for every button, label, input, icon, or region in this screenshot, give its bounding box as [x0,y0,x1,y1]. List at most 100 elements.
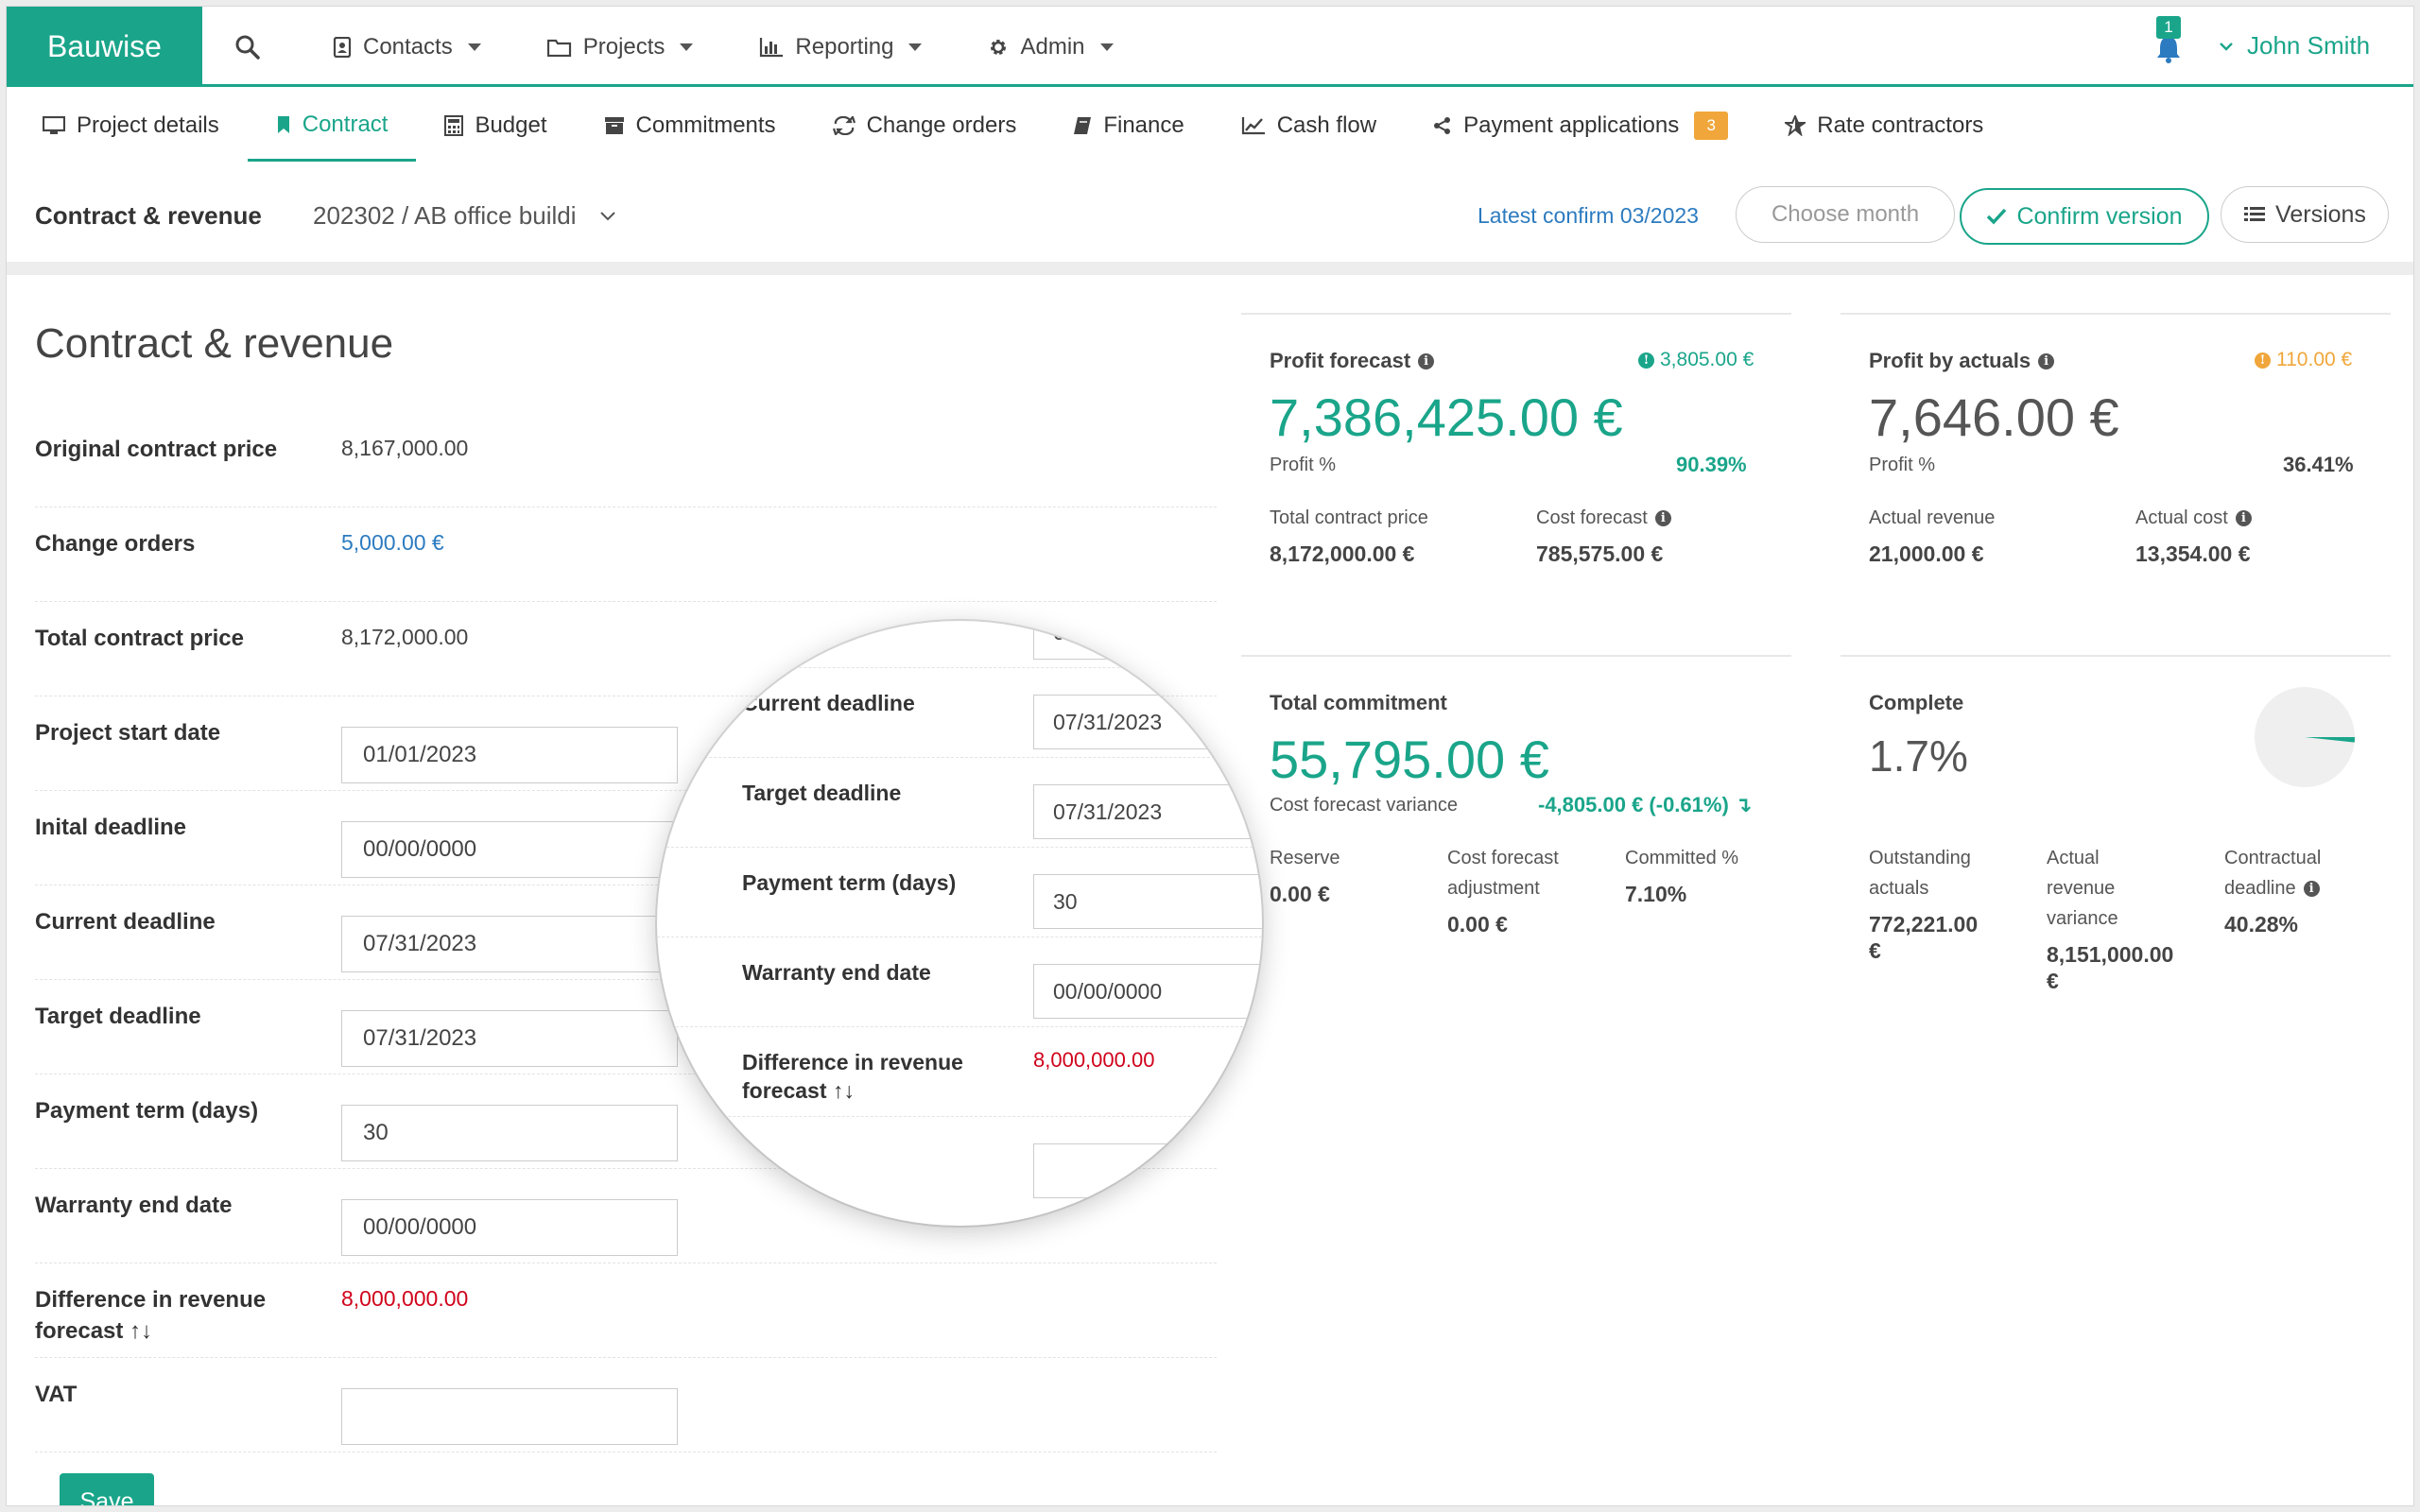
menu-contacts[interactable]: Contacts [333,34,481,60]
profit-pct-label: Profit % [1869,455,1936,475]
app-window: Bauwise Contacts Projects Reporting [6,6,2414,1506]
list-icon [2244,207,2266,221]
profit-forecast-card: Profit forecast i ! 3,805.00 € 7,386,425… [1241,313,1791,662]
latest-confirm-link[interactable]: Latest confirm 03/2023 [1478,203,1699,228]
field-label: Target deadline [35,1004,201,1029]
mag-vat-input[interactable] [1033,1143,1262,1198]
actual-revenue-variance-amount-2: € [2047,969,2059,993]
mag-field-label: Current deadline [742,691,915,715]
contractual-deadline-label-2: deadline i [2224,878,2320,900]
tab-label: Change orders [866,112,1017,138]
contract-toolbar: Contract & revenue 202302 / AB office bu… [7,163,2413,275]
menu-projects-label: Projects [582,33,666,60]
versions-button[interactable]: Versions [2221,186,2389,243]
tab-label: Finance [1103,112,1184,138]
cost-forecast-variance-label: Cost forecast variance [1270,795,1458,816]
tab-commitments[interactable]: Commitments [576,90,804,162]
info-icon[interactable]: i [2235,510,2252,526]
share-icon [1434,117,1451,134]
menu-reporting[interactable]: Reporting [759,34,923,60]
info-icon[interactable]: i [1654,510,1671,526]
field-label: Project start date [35,720,221,746]
tab-change-orders[interactable]: Change orders [804,90,1046,162]
field-label: VAT [35,1382,78,1407]
mag-target-deadline-input[interactable]: 07/31/2023 [1033,784,1262,839]
vat-input[interactable] [341,1388,678,1445]
form-row-warranty-end-date: Warranty end date 00/00/0000 [35,1169,1217,1263]
calculator-icon [444,115,464,136]
form-row-change-orders: Change orders 5,000.00 € [35,507,1217,602]
chevron-down-icon [467,43,481,51]
archive-icon [604,117,624,134]
field-label: Total contract price [35,626,244,651]
profit-actuals-card: Profit by actuals i ! 110.00 € 7,646.00 … [1841,313,2391,662]
info-icon[interactable]: i [1418,352,1435,369]
mag-row-target-deadline: Target deadline 07/31/2023 [657,758,1262,848]
magnifier-overlay: adline 00/00 Current deadline 07/31/2023… [657,621,1262,1226]
actual-revenue-variance-label-3: variance [2047,908,2118,929]
form-row-original-contract-price: Original contract price 8,167,000.00 [35,413,1217,507]
checkmark-icon [1987,208,2007,225]
search-icon[interactable] [233,33,262,61]
main-menu: Contacts Projects Reporting Admin [333,7,1114,87]
warranty-end-date-input[interactable]: 00/00/0000 [341,1199,678,1256]
cost-forecast-label: Cost forecast i [1536,507,1671,529]
tab-payment-applications[interactable]: Payment applications 3 [1405,90,1756,162]
committed-pct-label: Committed % [1625,848,1739,868]
actual-cost-amount: 13,354.00 € [2135,541,2251,566]
form-row-project-start-date: Project start date 01/01/2023 [35,696,1217,791]
mag-warranty-end-date-input[interactable]: 00/00/0000 [1033,964,1262,1019]
original-contract-price-value: 8,167,000.00 [341,436,469,460]
profit-forecast-chip: ! 3,805.00 € [1638,349,1754,371]
info-icon[interactable]: i [2303,881,2320,897]
total-commitment-title: Total commitment [1270,691,1447,714]
complete-title: Complete [1869,691,1964,714]
menu-admin[interactable]: Admin [988,34,1114,60]
cost-forecast-label-text: Cost forecast [1536,507,1648,528]
mag-partial-input[interactable]: 00/00 [1033,621,1262,660]
target-deadline-input[interactable]: 07/31/2023 [341,1010,678,1067]
tab-project-details[interactable]: Project details [33,90,248,162]
contractual-deadline-label-text: deadline [2224,878,2296,899]
actual-revenue-variance-label-2: revenue [2047,878,2116,899]
project-selector[interactable]: 202302 / AB office buildi [313,201,616,231]
reserve-amount: 0.00 € [1270,882,1330,906]
chevron-down-icon [1099,43,1114,51]
total-commitment-amount: 55,795.00 € [1270,730,1549,789]
mag-row-vat [657,1117,1262,1207]
info-icon[interactable]: i [2038,352,2055,369]
actual-revenue-amount: 21,000.00 € [1869,541,1984,566]
change-orders-link[interactable]: 5,000.00 € [341,530,444,555]
tab-label: Budget [475,112,547,138]
profit-actuals-pct: 36.41% [2283,453,2354,476]
chevron-down-icon [599,211,615,220]
mag-row-difference-revenue: Difference in revenue forecast ↑↓ 8,000,… [657,1027,1262,1117]
field-label: Current deadline [35,909,216,935]
user-menu[interactable]: John Smith [2219,31,2370,60]
tab-contract[interactable]: Contract [247,90,417,162]
save-button[interactable]: Save [60,1473,154,1505]
initial-deadline-input[interactable]: 00/00/0000 [341,821,678,878]
field-label: Difference in revenue forecast ↑↓ [35,1287,267,1344]
pie-slice [2305,737,2355,743]
choose-month-button[interactable]: Choose month [1736,186,1955,243]
alert-icon: ! [1638,352,1654,369]
outstanding-actuals-label-2: actuals [1869,878,1929,899]
contacts-icon [333,36,352,58]
payment-term-input[interactable]: 30 [341,1105,678,1161]
mag-current-deadline-input[interactable]: 07/31/2023 [1033,695,1262,749]
actual-cost-label: Actual cost i [2135,507,2252,529]
chevron-down-icon [680,43,694,51]
brand-logo[interactable]: Bauwise [7,7,202,87]
notification-bell-icon[interactable] [2152,27,2185,65]
tab-finance[interactable]: Finance [1045,90,1212,162]
current-deadline-input[interactable]: 07/31/2023 [341,916,678,972]
tab-budget[interactable]: Budget [416,90,575,162]
project-start-date-input[interactable]: 01/01/2023 [341,727,678,783]
chevron-down-icon [908,43,923,51]
mag-payment-term-input[interactable]: 30 [1033,874,1262,929]
tab-cash-flow[interactable]: Cash flow [1213,90,1405,162]
tab-rate-contractors[interactable]: Rate contractors [1756,90,2012,162]
confirm-version-button[interactable]: Confirm version [1960,188,2209,245]
menu-projects[interactable]: Projects [546,33,694,60]
